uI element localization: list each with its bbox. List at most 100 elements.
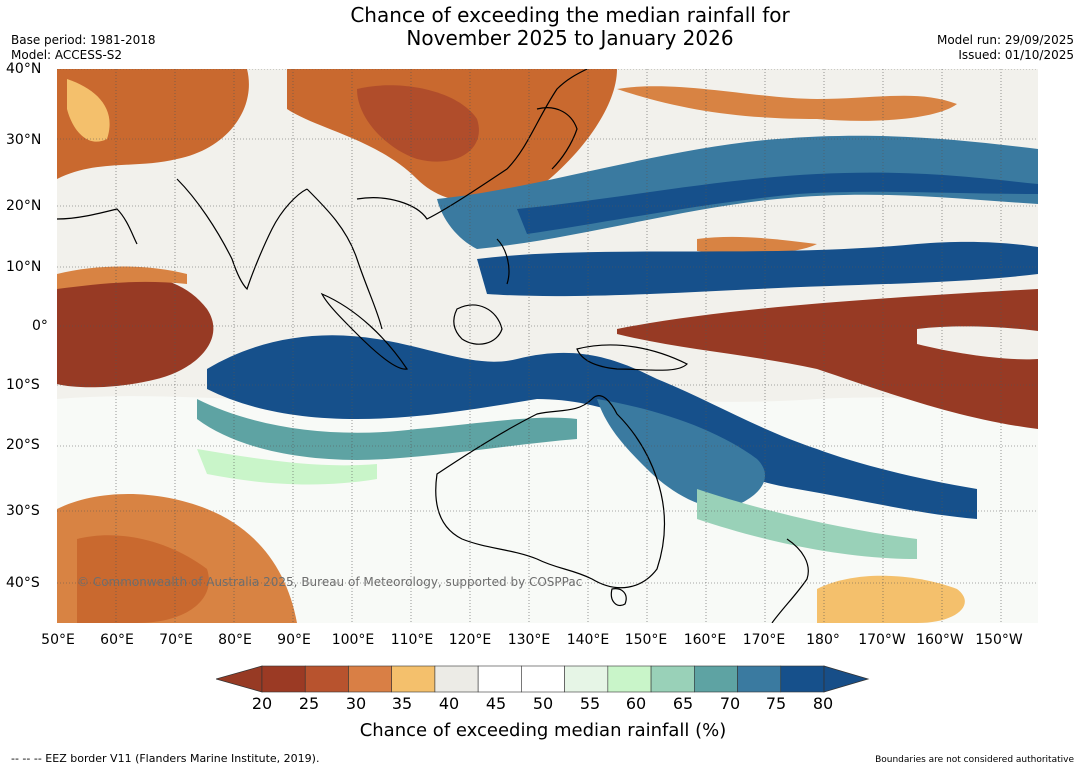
colorbar-tick: 35 xyxy=(391,694,413,713)
wet-band-south-pacific xyxy=(697,489,917,559)
lon-label: 170°W xyxy=(858,632,906,648)
lat-label-40n: 40°N xyxy=(6,61,42,77)
colorbar-cell xyxy=(521,665,565,693)
colorbar-cell xyxy=(434,665,479,693)
model-name: Model: ACCESS-S2 xyxy=(11,48,123,62)
boundaries-disclaimer: Boundaries are not considered authoritat… xyxy=(875,755,1074,765)
dry-west-indian-ocean xyxy=(57,273,214,388)
colorbar-cell xyxy=(348,665,392,693)
colorbar-cell xyxy=(737,665,782,693)
colorbar-cell xyxy=(391,665,436,693)
colorbar-tick: 75 xyxy=(765,694,787,713)
india-coast xyxy=(176,178,308,291)
lon-label: 170°E xyxy=(742,632,786,648)
colorbar-cell xyxy=(607,665,652,693)
lon-label: 150°E xyxy=(624,632,668,648)
colorbar-tick: 45 xyxy=(485,694,507,713)
dry-streak-pacific xyxy=(697,236,817,255)
lon-label: 120°E xyxy=(448,632,492,648)
colorbar xyxy=(216,665,870,693)
colorbar-tick: 50 xyxy=(532,694,554,713)
new-zealand-coast xyxy=(771,538,809,623)
lat-label-10s: 10°S xyxy=(6,377,40,393)
sumatra-coast xyxy=(320,292,408,370)
philippines-japan-coast xyxy=(496,107,578,285)
light-wet-band xyxy=(197,449,377,485)
colorbar-cell xyxy=(780,665,825,693)
lon-label: 140°E xyxy=(566,632,610,648)
colorbar-cell xyxy=(304,665,349,693)
dry-band-north-pacific xyxy=(617,86,957,121)
moderate-dry-patch xyxy=(67,79,110,142)
new-guinea-coast xyxy=(576,344,689,371)
east-asia-coast xyxy=(306,69,588,330)
map-canvas xyxy=(57,69,1038,623)
colorbar-tick: 20 xyxy=(251,694,273,713)
meta-right: Model run: 29/09/2025 Issued: 01/10/2025 xyxy=(937,33,1074,63)
lon-label: 180° xyxy=(806,632,840,648)
dry-region-central-asia xyxy=(57,69,249,179)
lat-label-20n: 20°N xyxy=(6,198,42,214)
lon-label: 50°E xyxy=(41,632,75,648)
map-title: Chance of exceeding the median rainfall … xyxy=(240,4,900,50)
colorbar-tick: 65 xyxy=(672,694,694,713)
very-wet-east-indian-ocean xyxy=(207,335,977,519)
meta-left: Base period: 1981-2018 Model: ACCESS-S2 xyxy=(11,33,156,63)
dry-region-china-core xyxy=(357,85,479,162)
colorbar-cell xyxy=(650,665,695,693)
lon-label: 60°E xyxy=(100,632,134,648)
eez-border-note: -- -- -- EEZ border V11 (Flanders Marine… xyxy=(11,752,320,765)
colorbar-cell xyxy=(694,665,738,693)
tasmania-coast xyxy=(610,588,627,607)
title-line-1: Chance of exceeding the median rainfall … xyxy=(350,3,790,27)
dry-patch-south-pacific xyxy=(817,575,965,623)
model-run: Model run: 29/09/2025 xyxy=(936,33,1074,47)
base-period: Base period: 1981-2018 xyxy=(11,33,156,47)
colorbar-over-arrow xyxy=(823,665,870,693)
lon-label: 90°E xyxy=(277,632,311,648)
colorbar-cell xyxy=(261,665,306,693)
issued-date: Issued: 01/10/2025 xyxy=(958,48,1074,62)
title-line-2: November 2025 to January 2026 xyxy=(406,26,734,50)
lat-label-10n: 10°N xyxy=(6,259,42,275)
dry-equatorial-pacific xyxy=(617,289,1038,429)
colorbar-cells xyxy=(261,665,825,693)
colorbar-under-arrow xyxy=(216,665,263,693)
borneo-coast xyxy=(453,304,503,345)
dry-core-south-indian xyxy=(77,535,209,623)
lat-label-40s: 40°S xyxy=(6,575,40,591)
colorbar-tick: 30 xyxy=(345,694,367,713)
colorbar-tick: 55 xyxy=(579,694,601,713)
colorbar-tick: 40 xyxy=(438,694,460,713)
lat-label-20s: 20°S xyxy=(6,437,40,453)
lon-label: 160°W xyxy=(916,632,964,648)
colorbar-cell xyxy=(564,665,609,693)
australia-coast xyxy=(435,395,666,589)
wet-coral-sea xyxy=(597,399,766,509)
lon-label: 80°E xyxy=(218,632,252,648)
dry-margin-indian-ocean xyxy=(57,266,187,289)
equatorial-neutral-strip xyxy=(917,326,1038,360)
lat-label-0: 0° xyxy=(32,318,48,334)
arabia-coast xyxy=(57,208,138,245)
colorbar-title: Chance of exceeding median rainfall (%) xyxy=(359,720,727,741)
copyright-note: © Commonwealth of Australia 2025, Bureau… xyxy=(77,575,583,589)
lon-label: 130°E xyxy=(507,632,551,648)
colorbar-tick: 70 xyxy=(719,694,741,713)
lon-label: 70°E xyxy=(159,632,193,648)
coastlines xyxy=(57,69,809,623)
colorbar-tick: 60 xyxy=(625,694,647,713)
colorbar-tick: 25 xyxy=(298,694,320,713)
colorbar-tick: 80 xyxy=(812,694,834,713)
lat-label-30n: 30°N xyxy=(6,132,42,148)
lat-label-30s: 30°S xyxy=(6,503,40,519)
graticule xyxy=(57,69,1038,623)
rainfall-map xyxy=(57,69,1038,623)
lon-label: 160°E xyxy=(683,632,727,648)
colorbar-cell xyxy=(477,665,522,693)
very-wet-band-north-pacific xyxy=(517,172,1038,234)
lon-label: 100°E xyxy=(331,632,375,648)
very-wet-band-10n xyxy=(477,241,1038,297)
lon-label: 150°W xyxy=(975,632,1023,648)
lon-label: 110°E xyxy=(390,632,434,648)
